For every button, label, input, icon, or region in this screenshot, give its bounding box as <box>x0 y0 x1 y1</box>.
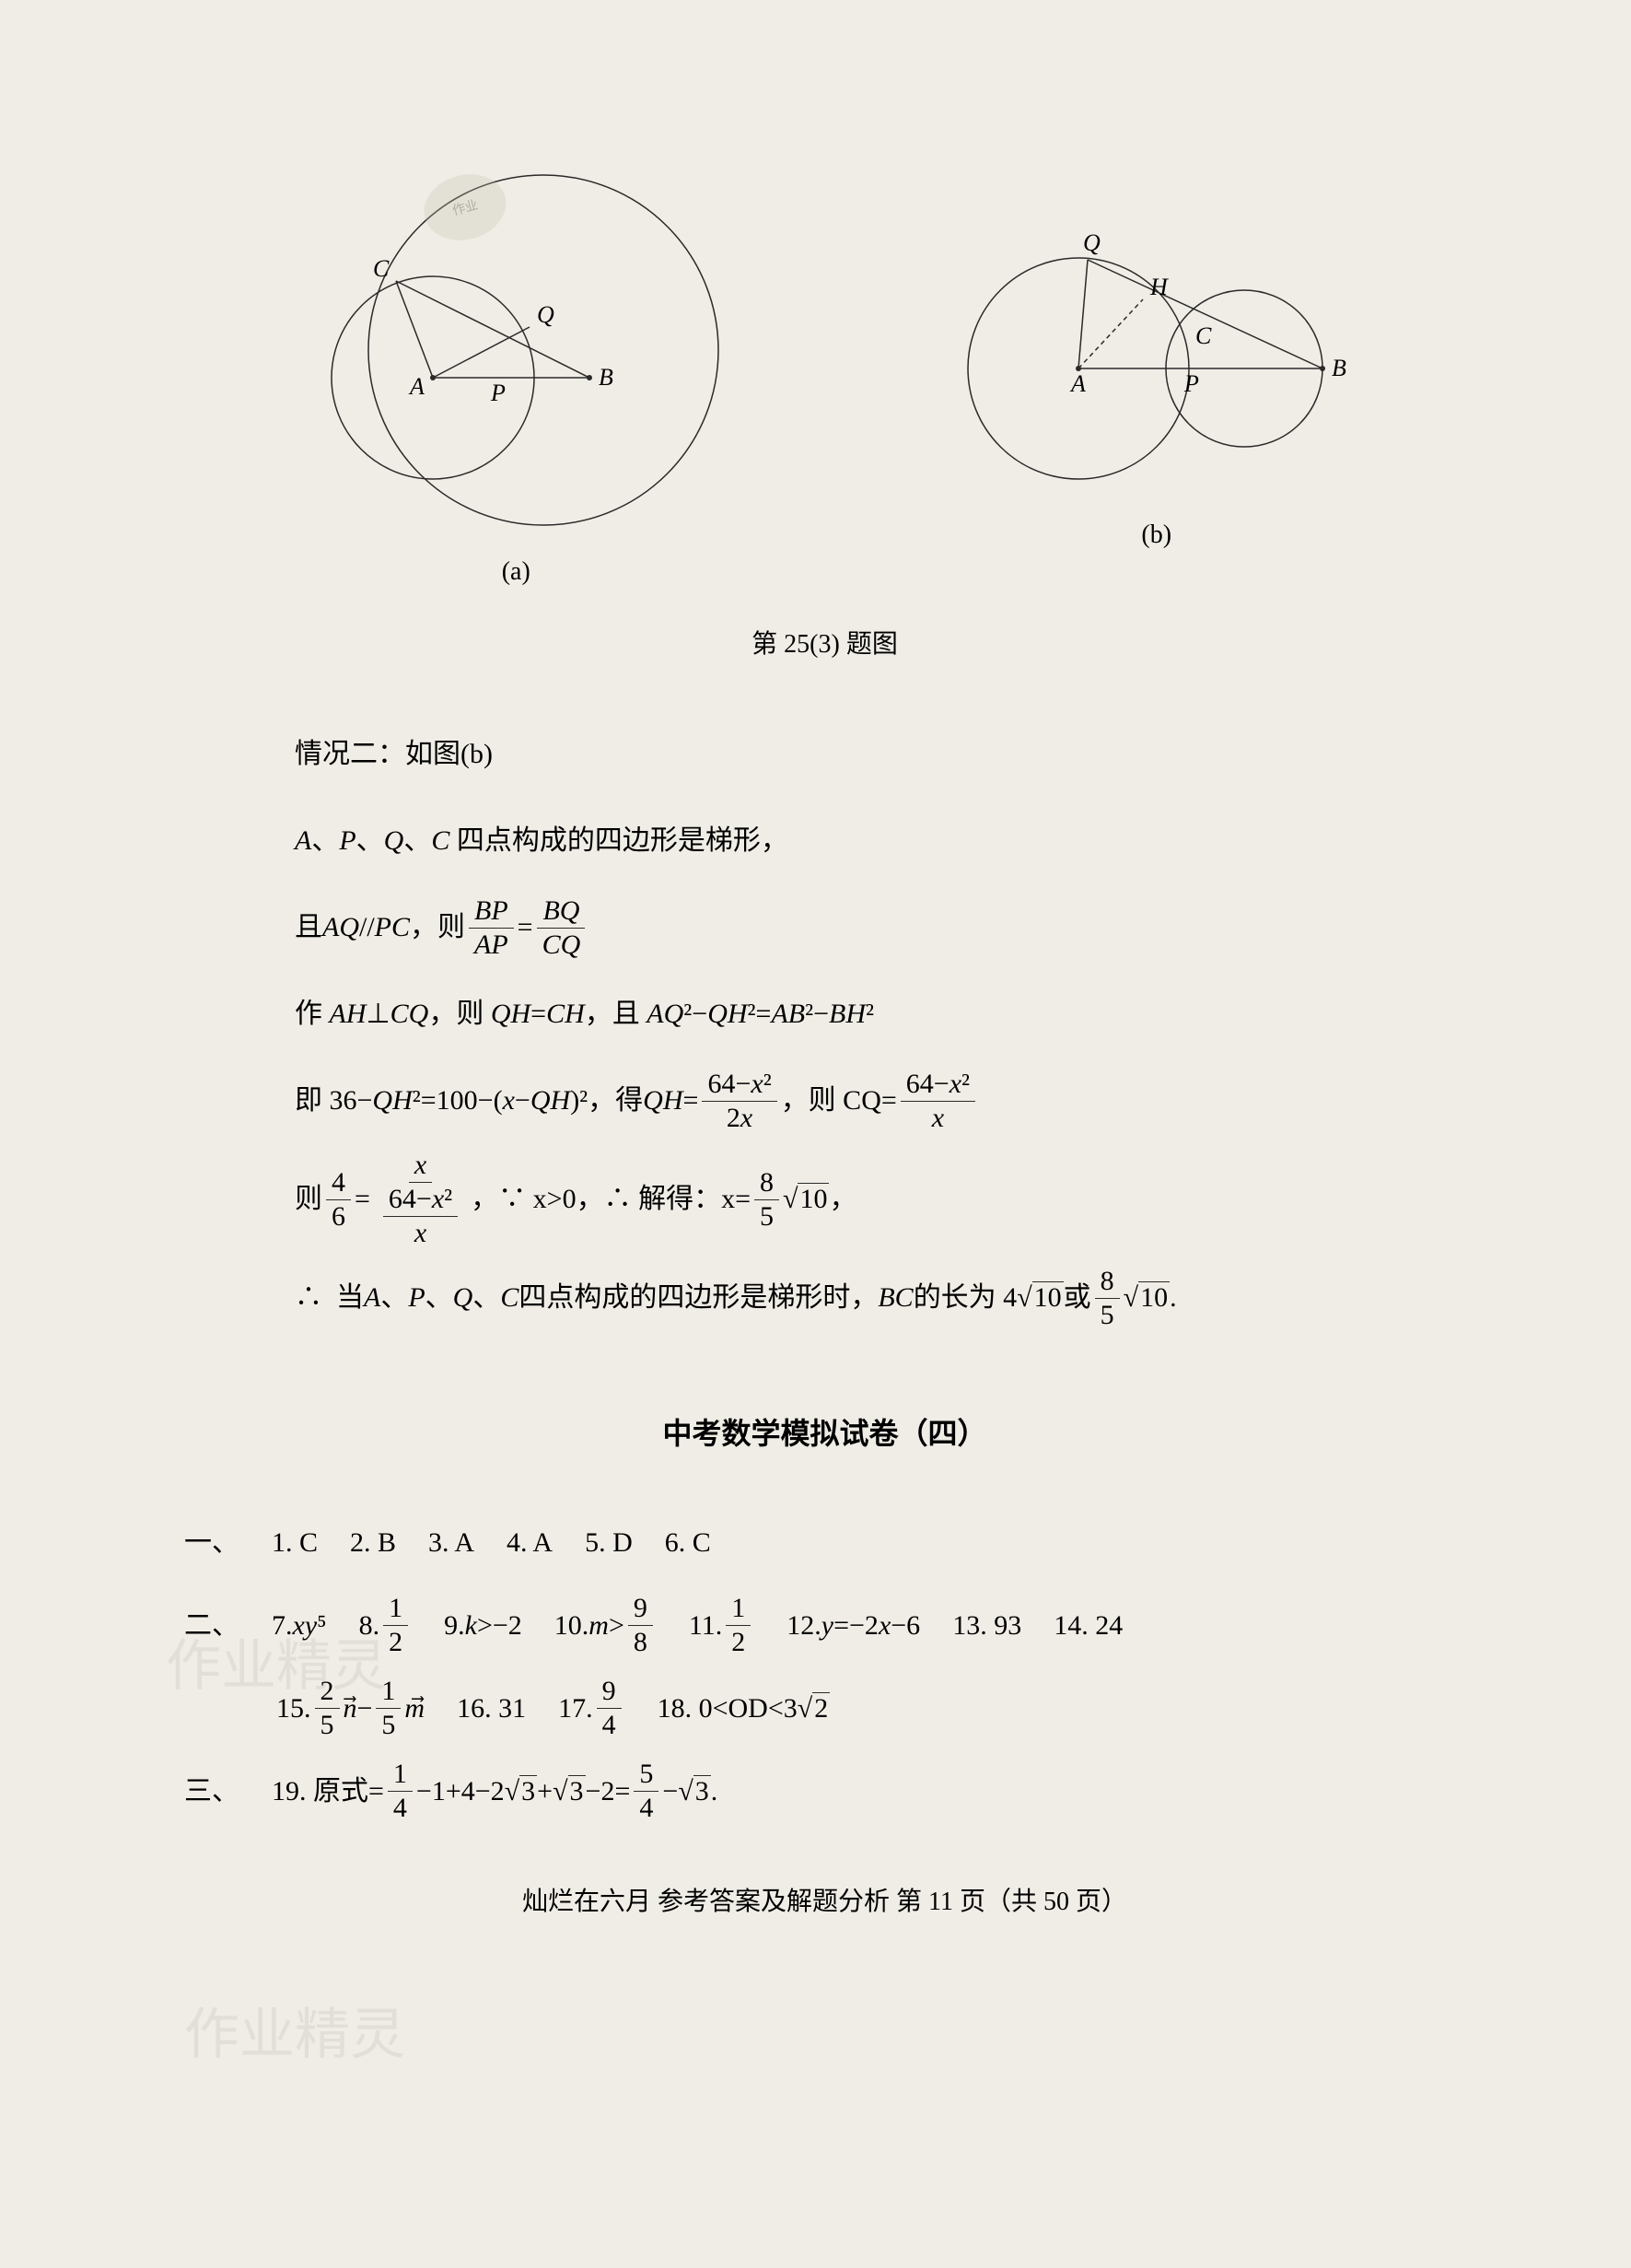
svg-text:H: H <box>1149 274 1169 300</box>
diagram-b-svg: A B C P Q H <box>959 203 1355 497</box>
watermark-text-2: 作业精灵 <box>184 1990 405 2070</box>
solution-line-5: 即 36−QH²=100−(x−QH)²，得 QH= 64−x²2x ，则 CQ… <box>295 1062 1465 1140</box>
svg-text:Q: Q <box>1083 229 1101 256</box>
svg-text:Q: Q <box>537 301 554 328</box>
diagram-a-svg: A B C P Q <box>295 166 737 534</box>
svg-text:B: B <box>599 364 613 391</box>
page-footer: 灿烂在六月 参考答案及解题分析 第 11 页（共 50 页） <box>184 1881 1465 1918</box>
solution-line-4: 作 AH⊥CQ，则 QH=CH，且 AQ²−QH²=AB²−BH² <box>295 976 1465 1053</box>
row1-prefix: 一、 <box>184 1508 239 1577</box>
svg-text:B: B <box>1332 355 1346 381</box>
solution-line-6: 则 46 = x64−x²x ，∵ x>0，∴ 解得：x= 85 10 ， <box>295 1149 1465 1250</box>
figure-caption: 第 25(3) 题图 <box>184 624 1465 661</box>
section-title: 中考数学模拟试卷（四） <box>184 1410 1465 1453</box>
svg-text:A: A <box>1069 370 1086 397</box>
diagram-b: A B C P Q H (b) <box>959 203 1355 550</box>
row4-prefix: 三、 <box>184 1757 239 1826</box>
answers-block: 一、 1. C 2. B 3. A 4. A 5. D 6. C 二、 7. x… <box>184 1508 1465 1826</box>
svg-text:C: C <box>373 255 390 282</box>
solution-line-3: 且 AQ//PC ，则 BPAP = BQCQ <box>295 889 1465 966</box>
answers-row-4: 三、 19. 原式= 14 −1+4−2 3 + 3 −2= 54 − 3 . <box>184 1757 1465 1826</box>
svg-text:C: C <box>1195 322 1212 349</box>
row2-prefix: 二、 <box>184 1591 239 1660</box>
answers-row-2: 二、 7. xy⁵ 8. 12 9. k>−2 10. m>98 11. 12 … <box>184 1591 1465 1660</box>
solution-line-7: ∴ 当 A、P、Q、C 四点构成的四边形是梯形时，BC 的长为 4 10 或 8… <box>295 1259 1465 1337</box>
svg-text:P: P <box>1183 370 1199 397</box>
solution-line-1: 情况二：如图(b) <box>295 716 1465 793</box>
solution-text: 情况二：如图(b) A、P、Q、C 四点构成的四边形是梯形， 且 AQ//PC … <box>295 716 1465 1337</box>
diagram-a: A B C P Q (a) <box>295 166 737 587</box>
solution-line-2: A、P、Q、C 四点构成的四边形是梯形， <box>295 802 1465 880</box>
diagram-a-label: (a) <box>295 557 737 587</box>
svg-text:A: A <box>408 373 425 400</box>
answers-row-1: 一、 1. C 2. B 3. A 4. A 5. D 6. C <box>184 1508 1465 1577</box>
svg-text:P: P <box>490 380 506 406</box>
diagram-b-label: (b) <box>959 520 1355 550</box>
diagrams-container: A B C P Q (a) A B C P Q H (b) <box>184 166 1465 587</box>
answers-row-3: 15. 25n⃗−15m⃗ 16. 31 17. 94 18. 0<OD<32 <box>276 1674 1465 1743</box>
